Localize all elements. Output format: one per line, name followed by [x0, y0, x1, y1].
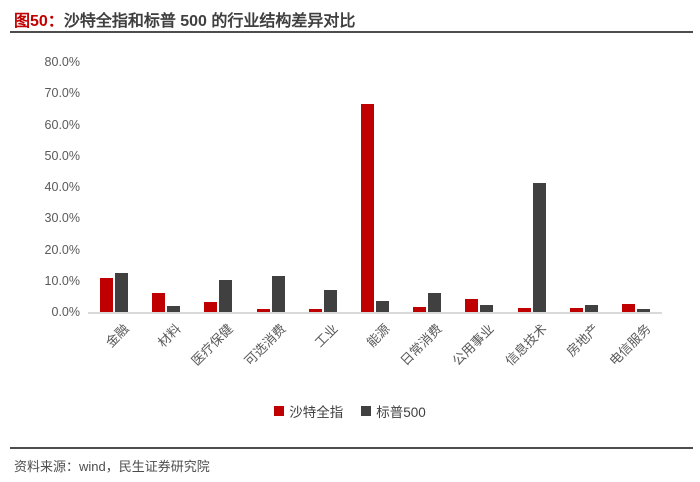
x-axis-category-label: 金融 — [102, 321, 132, 351]
x-axis-category-label: 公用事业 — [449, 321, 498, 369]
bar-saudi-2 — [204, 301, 218, 312]
y-axis-tick-label: 80.0% — [44, 55, 80, 69]
y-axis-tick-label: 30.0% — [44, 211, 80, 226]
y-axis-tick-label: 40.0% — [44, 180, 80, 194]
x-axis-category-label: 信息技术 — [501, 321, 550, 369]
bar-saudi-9 — [569, 307, 583, 312]
y-axis-tick-label: 70.0% — [44, 86, 80, 101]
x-axis-category-label: 可选消费 — [240, 321, 289, 369]
bar-sp500-4 — [323, 290, 337, 312]
y-axis-tick-label: 50.0% — [44, 148, 80, 163]
bar-sp500-0 — [115, 272, 129, 312]
figure-title-text: 沙特全指和标普 500 的行业结构差异对比 — [63, 13, 356, 30]
bar-sp500-1 — [167, 306, 181, 312]
legend-item-sp500: 标普500 — [361, 401, 426, 421]
bar-saudi-3 — [256, 308, 270, 312]
bar-saudi-10 — [621, 303, 635, 312]
bar-sp500-5 — [376, 301, 389, 312]
bar-sp500-10 — [636, 308, 650, 312]
bar-saudi-7 — [465, 299, 479, 312]
bar-saudi-8 — [517, 308, 531, 312]
x-axis-category-label: 工业 — [311, 321, 341, 351]
bar-sp500-7 — [480, 304, 494, 312]
figure-number: 图50： — [14, 13, 64, 30]
legend-item-saudi: 沙特全指 — [274, 401, 343, 421]
bar-saudi-6 — [413, 307, 427, 312]
bar-sp500-3 — [271, 276, 285, 312]
y-axis-tick-label: 10.0% — [44, 273, 80, 288]
bar-saudi-4 — [308, 308, 322, 312]
y-axis-tick-label: 20.0% — [44, 242, 80, 257]
bar-sp500-9 — [584, 305, 598, 312]
footer-divider — [10, 447, 693, 449]
x-axis-category-label: 房地产 — [563, 321, 602, 360]
y-axis-tick-label: 0.0% — [51, 305, 81, 319]
bar-saudi-1 — [152, 292, 166, 312]
legend-swatch-icon — [274, 406, 285, 416]
bar-saudi-0 — [100, 278, 114, 312]
x-axis-category-label: 材料 — [154, 321, 184, 351]
chart-legend: 沙特全指 标普500 — [0, 401, 700, 421]
x-axis-category-label: 日常消费 — [397, 321, 445, 369]
bar-sp500-8 — [532, 182, 546, 312]
figure-title: 图50：沙特全指和标普 500 的行业结构差异对比 — [14, 7, 355, 31]
x-axis-category-label: 电信服务 — [606, 321, 654, 369]
x-axis-line — [88, 312, 662, 314]
title-divider — [10, 31, 693, 33]
legend-swatch-icon — [361, 406, 372, 416]
bar-saudi-5 — [361, 104, 374, 312]
x-axis-category-label: 能源 — [363, 321, 393, 351]
x-axis-category-label: 医疗保健 — [188, 321, 237, 369]
data-source: 资料来源：wind，民生证券研究院 — [14, 459, 210, 474]
legend-label: 标普500 — [376, 405, 426, 420]
legend-label: 沙特全指 — [289, 405, 344, 420]
bar-sp500-2 — [219, 280, 233, 312]
y-axis-tick-label: 60.0% — [44, 117, 80, 132]
bar-sp500-6 — [428, 293, 442, 312]
